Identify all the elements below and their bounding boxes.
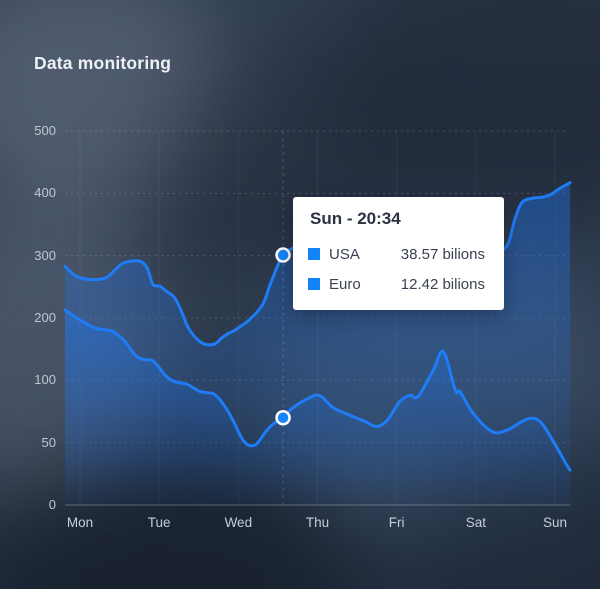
tooltip-series-label: Euro: [329, 275, 361, 293]
x-axis-label: Sat: [465, 515, 486, 530]
euro-series-swatch-icon: [308, 278, 320, 290]
y-axis-label: 200: [34, 310, 56, 325]
x-axis-label: Sun: [543, 515, 568, 530]
x-axis-label: Fri: [388, 515, 405, 530]
usa-series-swatch-icon: [308, 248, 320, 260]
y-axis-label: 50: [41, 434, 56, 450]
chart-tooltip: Sun - 20:34 USA 38.57 bilions Euro 12.42…: [293, 197, 504, 310]
euro-line[interactable]: [63, 308, 572, 472]
x-axis-label: Tue: [147, 515, 171, 530]
tooltip-row-euro: Euro 12.42 bilions: [308, 275, 485, 293]
y-axis-label: 300: [34, 247, 56, 263]
tooltip-title: Sun - 20:34: [310, 209, 401, 228]
usa-marker[interactable]: [275, 247, 291, 263]
tooltip-row-usa: USA 38.57 bilions: [308, 245, 485, 263]
euro-area: [65, 309, 571, 505]
page-title: Data monitoring: [34, 53, 172, 73]
y-axis-label: 0: [48, 497, 56, 512]
y-axis-label: 500: [34, 123, 56, 138]
x-axis-label: Mon: [66, 515, 94, 530]
tooltip-series-value: 12.42 bilions: [400, 275, 485, 293]
tooltip-series-value: 38.57 bilions: [400, 245, 485, 263]
usa-line[interactable]: [63, 181, 572, 347]
y-axis-label: 400: [34, 185, 56, 201]
y-axis-label: 100: [34, 372, 56, 388]
x-axis-label: Wed: [224, 515, 253, 530]
tooltip-series-label: USA: [329, 245, 360, 263]
euro-marker[interactable]: [275, 409, 291, 426]
x-axis-label: Thu: [305, 515, 330, 530]
